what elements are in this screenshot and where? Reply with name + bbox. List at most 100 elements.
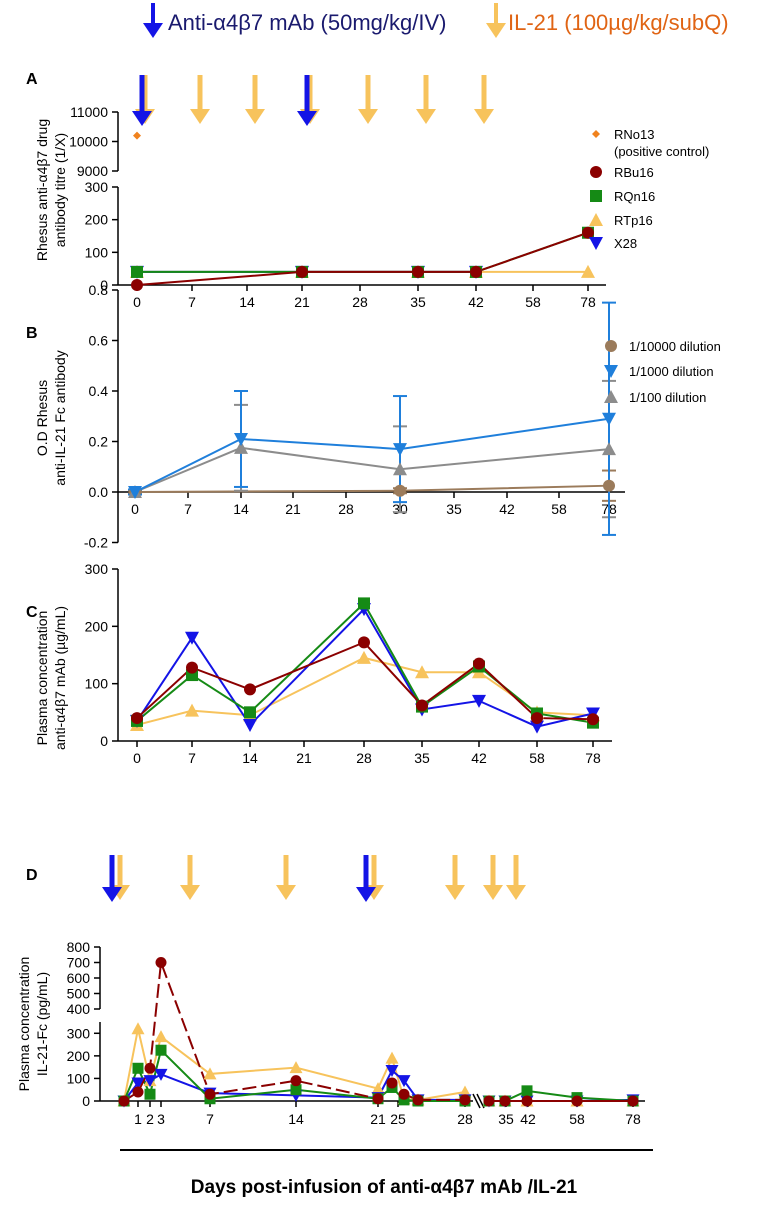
y-axis-label-line2: anti-IL-21 Fc antibody xyxy=(52,350,68,485)
y-axis-label-line1: O.D Rhesus xyxy=(34,380,50,456)
data-point-rno13 xyxy=(133,131,141,140)
x-tick-label: 28 xyxy=(356,750,372,766)
y-tick-label: -0.2 xyxy=(84,535,108,551)
data-point-rqn16 xyxy=(132,1062,144,1074)
data-point-rbu16 xyxy=(204,1088,216,1100)
legend-marker-rno13 xyxy=(592,130,600,138)
legend-marker-rqn16 xyxy=(590,190,602,202)
data-point-rqn16 xyxy=(290,1084,302,1096)
x-tick-label: 14 xyxy=(239,294,255,310)
series-line xyxy=(134,484,610,493)
data-point-x28 xyxy=(131,1077,145,1090)
series-line-rbu16 xyxy=(136,231,589,286)
legend-marker xyxy=(604,390,618,403)
data-point-rbu16 xyxy=(412,265,424,278)
series-line-rqn16 xyxy=(137,231,589,273)
series-line-rqn16 xyxy=(136,601,594,724)
il21-dose-arrow xyxy=(445,855,465,900)
data-point-rbu16 xyxy=(416,699,428,712)
y-tick-label: 0 xyxy=(100,277,108,293)
data-point-rtp16 xyxy=(203,1067,217,1080)
y-axis-label-line2: anti-α4β7 mAb (µg/mL) xyxy=(52,606,68,750)
y-tick-label: 0.6 xyxy=(89,333,109,349)
legend-marker xyxy=(605,340,617,352)
legend-marker-rbu16 xyxy=(590,166,602,178)
data-point-rqn16 xyxy=(131,265,143,278)
x-axis-title: Days post-infusion of anti-α4β7 mAb /IL-… xyxy=(191,1177,578,1198)
data-point-rbu16 xyxy=(131,712,143,725)
mab-arrow-icon xyxy=(143,3,163,38)
legend-marker-x28 xyxy=(589,237,603,250)
data-point-rqn16 xyxy=(144,1088,156,1100)
il21-dose-arrow xyxy=(506,855,526,900)
data-point-rtp16 xyxy=(415,665,429,679)
mab-dose-arrow xyxy=(356,855,376,902)
data-point-rbu16 xyxy=(582,226,594,239)
axis-break-mark xyxy=(472,1093,481,1109)
x-tick-label: 58 xyxy=(569,1111,585,1127)
series-line-rbu16 xyxy=(136,641,594,721)
x-tick-label: 14 xyxy=(288,1111,304,1127)
panel-label-c: C xyxy=(26,604,38,621)
data-point-rbu16 xyxy=(521,1095,533,1107)
x-tick-label: 78 xyxy=(625,1111,641,1127)
panel-b: -0.20.00.20.40.60.8071421283035425878O.D… xyxy=(34,282,721,551)
il21-arrow-shape xyxy=(486,3,506,38)
x-tick-label: 2 xyxy=(146,1111,154,1127)
data-point-x28 xyxy=(243,718,257,732)
y-tick-label: 500 xyxy=(67,986,91,1002)
series-line xyxy=(134,417,610,493)
data-point xyxy=(393,462,407,476)
data-point-x28 xyxy=(530,720,544,734)
data-point-x28 xyxy=(397,1075,411,1088)
legend-label-rqn16: RQn16 xyxy=(614,189,655,204)
data-point-rtp16 xyxy=(581,264,595,278)
il21-dose-arrow xyxy=(276,855,296,900)
x-tick-label: 21 xyxy=(294,294,310,310)
data-point-rtp16 xyxy=(154,1030,168,1043)
y-tick-label: 11000 xyxy=(70,104,108,120)
x-tick-label: 0 xyxy=(133,294,141,310)
x-tick-label: 25 xyxy=(390,1111,406,1127)
x-tick-label: 78 xyxy=(585,750,601,766)
data-point-rbu16 xyxy=(372,1093,384,1105)
x-tick-label: 42 xyxy=(520,1111,536,1127)
legend-label: 1/10000 dilution xyxy=(629,339,721,354)
il21-dose-arrow xyxy=(180,855,200,900)
il21-arrow-icon xyxy=(486,3,506,38)
data-point-x28 xyxy=(385,1065,399,1078)
data-point-rbu16 xyxy=(483,1095,495,1107)
x-tick-label: 21 xyxy=(296,750,312,766)
x-tick-label: 21 xyxy=(370,1111,386,1127)
data-point-rtp16 xyxy=(131,1022,145,1035)
data-point xyxy=(234,440,248,454)
legend-label-x28: X28 xyxy=(614,236,637,251)
y-tick-label: 300 xyxy=(67,1025,91,1041)
y-tick-label: 0.2 xyxy=(89,434,109,450)
y-tick-label: 0.8 xyxy=(89,282,109,298)
x-tick-label: 7 xyxy=(206,1111,214,1127)
data-point-rbu16 xyxy=(244,683,256,696)
x-tick-label: 21 xyxy=(285,501,301,517)
mab-dose-label: Anti-α4β7 mAb (50mg/kg/IV) xyxy=(168,10,446,35)
data-point-rqn16 xyxy=(155,1044,167,1056)
x-tick-label: 78 xyxy=(580,294,596,310)
legend-label-rno13: RNo13 xyxy=(614,127,654,142)
y-axis-label-line2: antibody titre (1/X) xyxy=(52,133,68,247)
y-tick-label: 0 xyxy=(100,733,108,749)
data-point-rbu16 xyxy=(398,1088,410,1100)
series-line-x28 xyxy=(136,607,594,728)
y-tick-label: 400 xyxy=(67,1001,91,1017)
il21-dose-arrow xyxy=(245,75,265,124)
y-tick-label: 9000 xyxy=(77,163,108,179)
data-point-rbu16 xyxy=(132,1086,144,1098)
legend-marker-rtp16 xyxy=(589,213,603,226)
data-point xyxy=(393,443,407,457)
x-tick-label: 28 xyxy=(352,294,368,310)
panel-label-a: A xyxy=(26,71,38,88)
data-point-x28 xyxy=(143,1075,157,1088)
x-tick-label: 58 xyxy=(529,750,545,766)
